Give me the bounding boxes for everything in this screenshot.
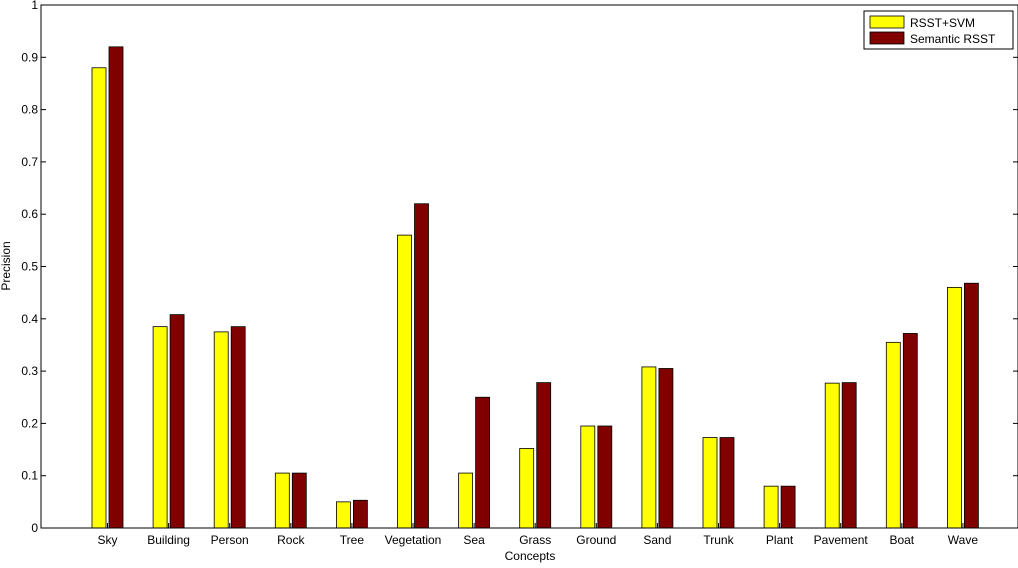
bar-rsst-svm xyxy=(885,341,901,529)
bar-rsst-svm xyxy=(335,501,351,529)
legend-label: Semantic RSST xyxy=(910,32,996,46)
bar-semantic-rsst xyxy=(964,282,979,529)
bar-semantic-rsst xyxy=(719,437,735,529)
bar-semantic-rsst xyxy=(780,485,796,529)
x-tick-label: Grass xyxy=(519,533,551,547)
bar-rsst-svm xyxy=(91,67,107,529)
x-tick-label: Pavement xyxy=(814,533,869,547)
bar-semantic-rsst xyxy=(597,425,613,529)
x-axis-label: Concepts xyxy=(505,549,556,563)
bar-semantic-rsst xyxy=(658,368,674,529)
y-tick-label: 0.4 xyxy=(21,312,38,326)
y-tick-label: 0.6 xyxy=(21,207,38,221)
bar-rsst-svm xyxy=(397,234,412,529)
bar-semantic-rsst xyxy=(230,326,246,529)
bar-semantic-rsst xyxy=(536,382,552,529)
x-tick-label: Building xyxy=(147,533,190,547)
x-tick-label: Ground xyxy=(576,533,616,547)
bar-semantic-rsst xyxy=(841,382,857,529)
x-tick-label: Person xyxy=(211,533,249,547)
bar-rsst-svm xyxy=(152,326,168,529)
x-tick-label: Plant xyxy=(766,533,794,547)
y-tick-label: 0.9 xyxy=(21,50,38,64)
bar-semantic-rsst xyxy=(352,499,368,529)
y-tick-label: 0 xyxy=(31,521,38,535)
bar-semantic-rsst xyxy=(902,333,918,529)
x-tick-label: Tree xyxy=(340,533,365,547)
x-tick-label: Wave xyxy=(948,533,979,547)
x-tick-label: Rock xyxy=(277,533,305,547)
x-tick-label: Trunk xyxy=(703,533,734,547)
bar-semantic-rsst xyxy=(108,46,124,529)
y-tick-label: 0.2 xyxy=(21,416,38,430)
bar-rsst-svm xyxy=(763,485,779,529)
bar-rsst-svm xyxy=(702,437,718,529)
legend-swatch xyxy=(869,31,905,45)
bars-layer xyxy=(91,46,979,529)
x-axis: Sky Building Person Rock Tree Vegetation Sea Gr… xyxy=(97,523,978,547)
legend-swatch xyxy=(869,15,905,29)
bar-rsst-svm xyxy=(641,366,657,529)
x-tick-label: Sea xyxy=(463,533,485,547)
bar-rsst-svm xyxy=(519,448,535,529)
bar-rsst-svm xyxy=(458,472,474,529)
bar-semantic-rsst xyxy=(414,203,429,529)
x-tick-label: Boat xyxy=(889,533,914,547)
legend-label: RSST+SVM xyxy=(910,16,975,30)
bar-semantic-rsst xyxy=(475,396,491,529)
y-tick-label: 0.8 xyxy=(21,103,38,117)
bar-rsst-svm xyxy=(580,425,596,529)
bar-rsst-svm xyxy=(213,331,229,529)
y-tick-label: 1 xyxy=(31,0,38,12)
x-tick-label: Vegetation xyxy=(385,533,442,547)
x-tick-label: Sky xyxy=(97,533,117,547)
y-axis-label: Precision xyxy=(0,241,13,290)
bar-rsst-svm xyxy=(274,472,290,529)
y-tick-label: 0.5 xyxy=(21,260,38,274)
y-tick-label: 0.7 xyxy=(21,155,38,169)
bar-semantic-rsst xyxy=(169,314,185,529)
bar-rsst-svm xyxy=(824,382,840,529)
legend: RSST+SVM Semantic RSST xyxy=(863,10,1014,50)
x-tick-label: Sand xyxy=(643,533,671,547)
y-tick-label: 0.1 xyxy=(21,469,38,483)
bar-semantic-rsst xyxy=(291,472,307,529)
y-axis: 0 0.1 0.2 0.3 0.4 0.5 0.6 0.7 0.8 0.9 1 xyxy=(21,0,1018,535)
bar-rsst-svm xyxy=(947,287,962,529)
y-tick-label: 0.3 xyxy=(21,364,38,378)
